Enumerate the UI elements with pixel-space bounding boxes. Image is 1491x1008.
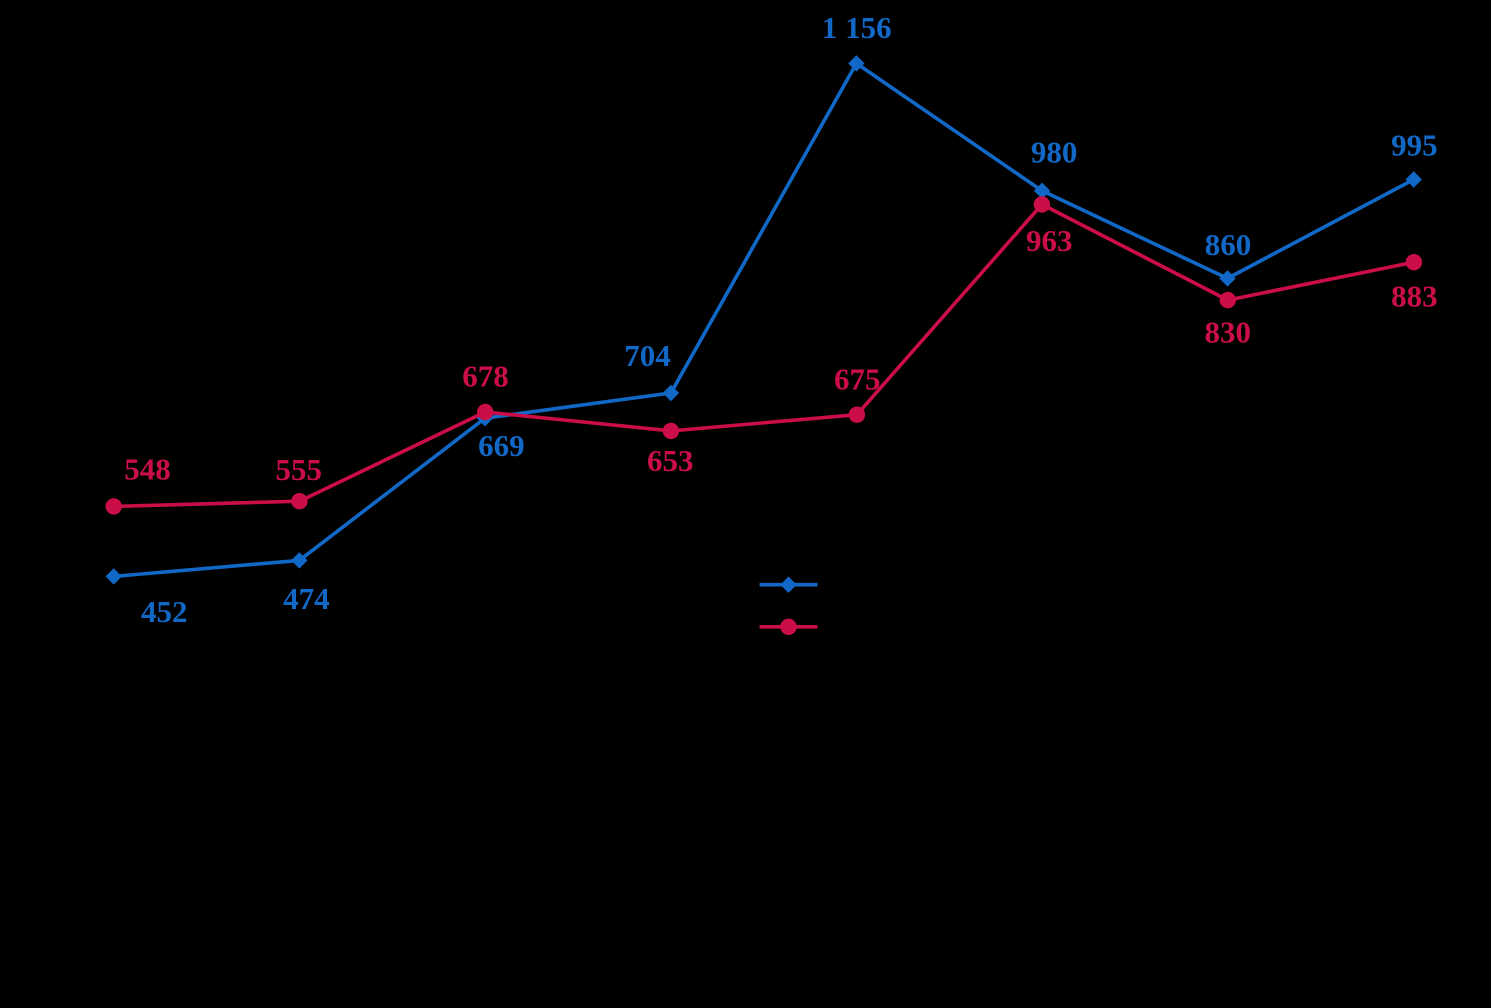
svg-text:704: 704 — [624, 338, 671, 373]
svg-text:995: 995 — [1391, 128, 1438, 163]
svg-text:474: 474 — [283, 581, 330, 616]
svg-text:1 156: 1 156 — [822, 10, 892, 45]
svg-text:452: 452 — [141, 594, 188, 629]
svg-text:669: 669 — [478, 428, 525, 463]
svg-text:860: 860 — [1205, 227, 1252, 262]
svg-text:830: 830 — [1204, 314, 1251, 349]
svg-text:548: 548 — [124, 451, 171, 486]
svg-text:678: 678 — [462, 359, 509, 394]
svg-text:883: 883 — [1391, 279, 1438, 314]
svg-text:980: 980 — [1031, 135, 1078, 170]
svg-text:653: 653 — [647, 443, 694, 478]
svg-text:555: 555 — [275, 452, 322, 487]
svg-text:675: 675 — [834, 362, 881, 397]
svg-text:963: 963 — [1026, 223, 1073, 258]
